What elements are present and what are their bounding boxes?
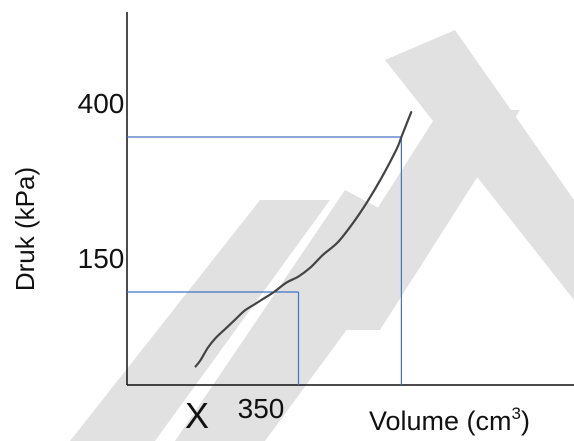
x-axis-label-superscript: 3 — [512, 404, 521, 423]
watermark — [70, 30, 574, 441]
y-axis-label: Druk (kPa) — [10, 167, 40, 291]
watermark-stroke-4 — [385, 30, 574, 300]
x-axis-label-main: Volume (cm — [369, 406, 512, 436]
x-axis-label: Volume (cm3) — [369, 404, 530, 436]
watermark-stroke-1 — [70, 200, 330, 441]
series-line-0 — [194, 111, 413, 368]
x-axis-label-close: ) — [521, 406, 530, 436]
x-tick-label-x: X — [185, 395, 209, 436]
x-tick-label-350: 350 — [238, 393, 285, 424]
y-tick-label-400: 400 — [78, 88, 125, 119]
series-layer — [194, 111, 413, 368]
y-tick-label-150: 150 — [78, 243, 125, 274]
reference-lines — [127, 136, 402, 385]
watermark-stroke-3 — [300, 110, 520, 330]
